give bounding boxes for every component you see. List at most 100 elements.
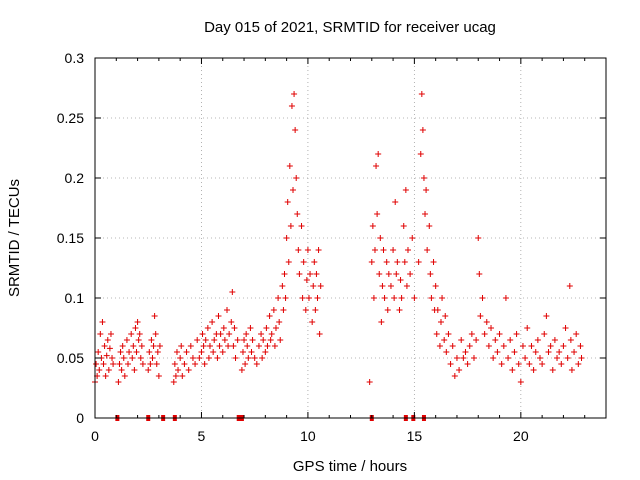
data-point (241, 337, 248, 343)
data-point (279, 283, 286, 289)
data-point (153, 361, 160, 367)
data-point (194, 337, 201, 343)
data-point (524, 325, 531, 331)
data-point (385, 271, 392, 277)
data-point (422, 211, 429, 217)
data-point (392, 199, 399, 205)
data-point (121, 373, 128, 379)
data-point (517, 379, 524, 385)
data-point (264, 343, 271, 349)
data-point (409, 235, 416, 241)
data-point (211, 337, 218, 343)
data-point (458, 337, 465, 343)
data-point (263, 325, 270, 331)
data-point (477, 313, 484, 319)
data-point (470, 355, 477, 361)
data-point (96, 367, 103, 373)
data-point (551, 337, 558, 343)
data-point (201, 361, 208, 367)
data-point (130, 343, 137, 349)
data-point (150, 343, 157, 349)
data-point (189, 355, 196, 361)
data-point (368, 259, 375, 265)
data-point (316, 331, 323, 337)
data-point (564, 355, 571, 361)
data-point (262, 349, 269, 355)
data-point (391, 295, 398, 301)
data-point (132, 325, 139, 331)
data-point (373, 163, 380, 169)
data-point (107, 331, 114, 337)
data-point (494, 349, 501, 355)
data-point (249, 337, 256, 343)
data-point (101, 343, 108, 349)
data-point (266, 313, 273, 319)
data-point (147, 361, 154, 367)
data-point (464, 361, 471, 367)
x-axis-label: GPS time / hours (293, 458, 407, 475)
data-point (243, 331, 250, 337)
data-point (125, 361, 132, 367)
data-point (126, 349, 133, 355)
data-point (100, 361, 107, 367)
data-point (183, 349, 190, 355)
data-point (99, 319, 106, 325)
data-point (451, 373, 458, 379)
data-point (567, 337, 574, 343)
data-point (97, 331, 104, 337)
data-point (437, 319, 444, 325)
data-point (532, 349, 539, 355)
data-point (424, 247, 431, 253)
data-point (313, 271, 320, 277)
data-point (539, 361, 546, 367)
data-point (95, 349, 102, 355)
data-point (575, 361, 582, 367)
data-point (231, 325, 238, 331)
data-point (380, 247, 387, 253)
data-point (468, 331, 475, 337)
data-point (106, 345, 113, 352)
data-point (500, 343, 507, 349)
data-point (294, 211, 301, 217)
data-point (556, 349, 563, 355)
data-point (543, 313, 550, 319)
data-point (148, 337, 155, 343)
data-point (260, 337, 267, 343)
data-point (120, 355, 127, 361)
data-point (298, 223, 305, 229)
data-point (513, 331, 520, 337)
data-point (103, 352, 110, 359)
data-point (547, 343, 554, 349)
data-point (541, 331, 548, 337)
data-point (449, 343, 456, 349)
data-point (558, 361, 565, 367)
data-point (401, 259, 408, 265)
data-point (187, 343, 194, 349)
data-point (205, 355, 212, 361)
data-point (311, 259, 318, 265)
data-point (456, 367, 463, 373)
data-point (453, 355, 460, 361)
data-point (384, 307, 391, 313)
data-point (134, 319, 141, 325)
data-point (295, 247, 302, 253)
data-point (115, 379, 122, 385)
data-point (483, 319, 490, 325)
data-point (419, 127, 426, 133)
data-point (196, 355, 203, 361)
y-tick-label: 0.25 (57, 110, 84, 126)
x-tick-label: 10 (300, 428, 316, 444)
data-point (93, 361, 100, 367)
x-tick-label: 0 (91, 428, 99, 444)
data-point (387, 283, 394, 289)
y-tick-label: 0.05 (57, 350, 84, 366)
axis-ticks (94, 57, 606, 419)
data-point (202, 337, 209, 343)
data-point (377, 235, 384, 241)
y-tick-label: 0.2 (65, 170, 85, 186)
data-point (522, 355, 529, 361)
data-point (378, 319, 385, 325)
data-point (226, 331, 233, 337)
data-point (131, 367, 138, 373)
data-point (129, 355, 136, 361)
